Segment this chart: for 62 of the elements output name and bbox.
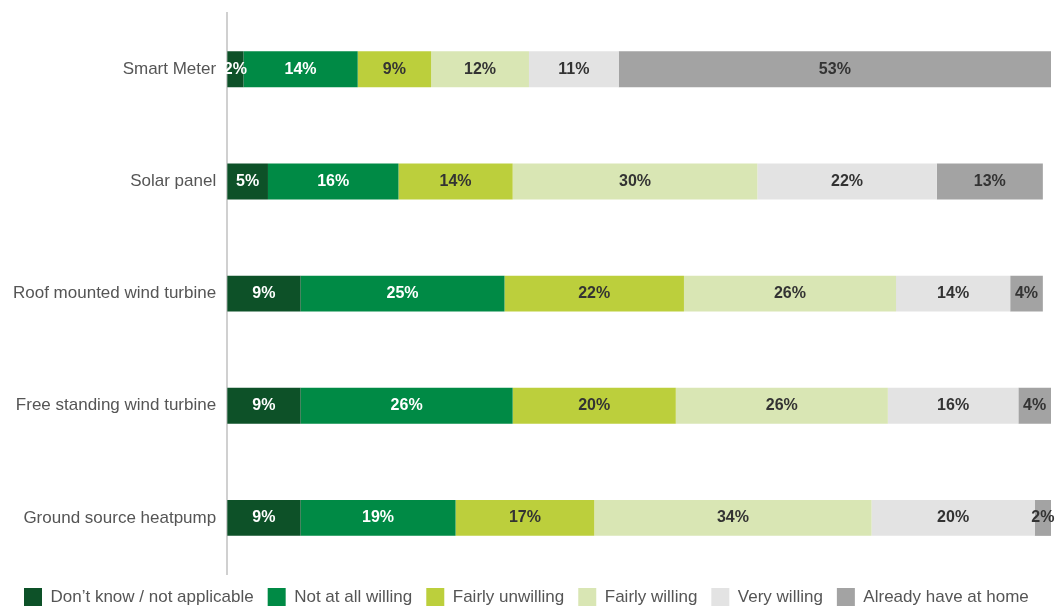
data-label: 26% <box>773 284 806 302</box>
data-label: 19% <box>362 508 395 526</box>
bar <box>227 275 301 312</box>
data-label: 20% <box>937 508 970 526</box>
bar <box>455 499 595 536</box>
bar <box>504 275 684 312</box>
y-tick-label: Smart Meter <box>122 58 217 78</box>
data-label: 22% <box>831 171 864 189</box>
bar <box>398 163 513 200</box>
y-tick-label: Solar panel <box>130 171 217 191</box>
data-label: 9% <box>382 59 406 77</box>
data-label: 22% <box>578 284 611 302</box>
data-label: 9% <box>252 284 276 302</box>
data-label: 9% <box>252 508 276 526</box>
bar <box>936 163 1043 200</box>
bar <box>300 499 456 536</box>
bar <box>887 387 1019 424</box>
data-label: 26% <box>390 396 423 414</box>
data-label: 30% <box>619 171 652 189</box>
legend-label: Already have at home <box>863 586 1029 606</box>
bar <box>512 163 758 200</box>
data-label: 4% <box>1023 396 1047 414</box>
data-label: 25% <box>386 284 419 302</box>
bar <box>300 387 513 424</box>
data-label: 53% <box>818 59 851 77</box>
bar <box>683 275 897 312</box>
bar <box>227 499 301 536</box>
data-label: 12% <box>464 59 497 77</box>
data-label: 13% <box>973 171 1006 189</box>
bar <box>300 275 505 312</box>
bar <box>528 51 619 88</box>
data-label: 26% <box>765 396 798 414</box>
data-label: 16% <box>317 171 350 189</box>
data-label: 34% <box>716 508 749 526</box>
data-label: 14% <box>284 59 317 77</box>
bar <box>594 499 872 536</box>
data-label: 20% <box>578 396 611 414</box>
data-label: 9% <box>252 396 276 414</box>
data-label: 4% <box>1014 284 1039 302</box>
bar <box>357 51 432 88</box>
y-tick-label: Ground source heatpump <box>23 507 217 527</box>
bar <box>267 163 399 200</box>
bar <box>618 51 1051 88</box>
data-label: 5% <box>236 171 260 189</box>
bar <box>675 387 888 424</box>
data-label: 17% <box>508 508 541 526</box>
data-label: 11% <box>558 59 590 77</box>
bar <box>227 387 301 424</box>
y-tick-label: Roof mounted wind turbine <box>12 283 217 303</box>
data-label: 14% <box>937 284 970 302</box>
data-label: 14% <box>439 171 472 189</box>
legend-label: Very willing <box>737 586 823 606</box>
bar <box>896 275 1011 312</box>
y-tick-label: Free standing wind turbine <box>15 395 217 415</box>
legend-label: Fairly willing <box>604 586 698 606</box>
legend-label: Don’t know / not applicable <box>50 586 254 606</box>
legend-label: Fairly unwilling <box>452 586 565 606</box>
data-label: 16% <box>937 396 970 414</box>
bar <box>512 387 676 424</box>
bar <box>431 51 529 88</box>
bar <box>757 163 937 200</box>
legend-label: Not at all willing <box>294 586 413 606</box>
